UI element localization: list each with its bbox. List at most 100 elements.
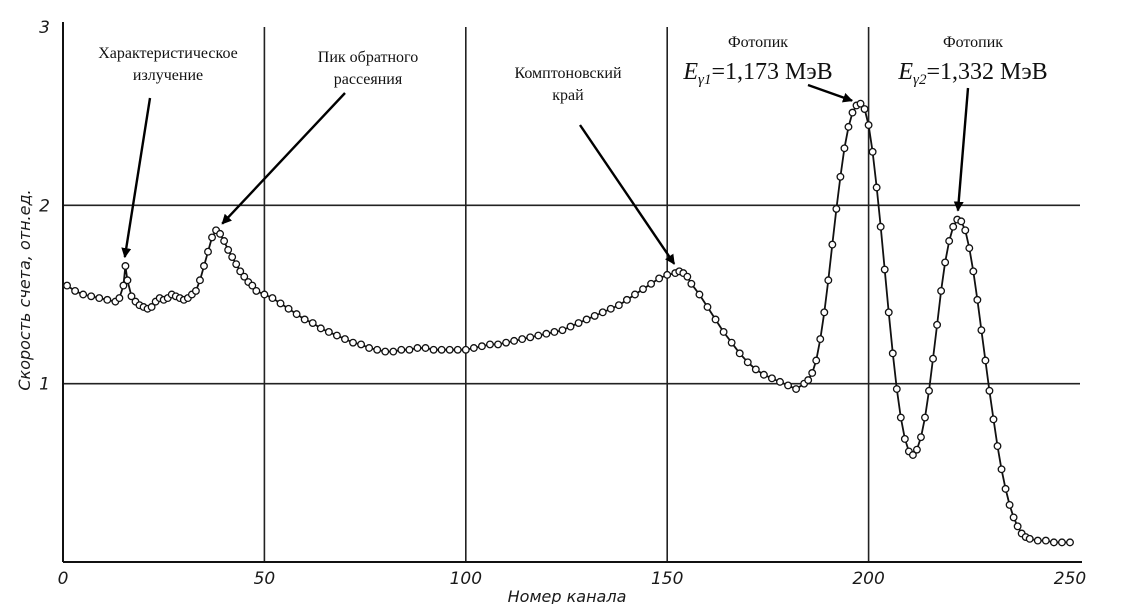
data-point-10 xyxy=(123,276,132,285)
data-curve xyxy=(66,102,1070,544)
data-point-43 xyxy=(260,290,269,299)
data-point-100 xyxy=(703,303,712,311)
data-point-33 xyxy=(216,229,225,238)
data-point-46 xyxy=(284,304,293,313)
data-point-102 xyxy=(719,328,728,336)
data-point-173 xyxy=(1066,538,1074,547)
data-point-62 xyxy=(413,344,422,352)
data-point-93 xyxy=(663,270,672,279)
data-point-53 xyxy=(341,335,349,344)
data-point-63 xyxy=(421,344,430,352)
data-point-0 xyxy=(63,281,71,290)
data-point-160 xyxy=(993,442,1002,451)
data-point-137 xyxy=(900,435,909,443)
annotation-4-energy: Eγ1=1,173 МэВ xyxy=(682,59,832,88)
y-tick-label-2: 2 xyxy=(39,196,50,216)
data-points xyxy=(63,99,1074,547)
x-axis-title: Номер канала xyxy=(508,587,627,604)
annotation-3-arrow xyxy=(579,124,676,265)
annotation-4-text-1: Фотопик xyxy=(728,34,788,51)
x-tick-label-150: 150 xyxy=(651,569,683,589)
data-point-171 xyxy=(1049,538,1058,547)
annotation-3: Комптоновский край xyxy=(514,65,676,265)
data-point-108 xyxy=(767,374,776,383)
data-point-118 xyxy=(824,276,833,285)
data-point-119 xyxy=(828,240,837,249)
data-point-74 xyxy=(510,336,519,345)
data-point-35 xyxy=(224,245,233,254)
data-point-2 xyxy=(79,290,88,299)
data-point-47 xyxy=(292,310,301,319)
data-point-151 xyxy=(957,217,966,226)
annotation-1-text-1: Характеристическое xyxy=(98,45,238,62)
data-point-98 xyxy=(687,279,696,288)
x-tick-label-0: 0 xyxy=(58,569,69,589)
data-point-52 xyxy=(332,331,341,340)
data-point-31 xyxy=(208,233,216,242)
data-point-37 xyxy=(232,260,241,269)
data-point-55 xyxy=(357,340,366,349)
data-point-152 xyxy=(961,226,970,235)
data-point-61 xyxy=(405,345,414,354)
data-point-134 xyxy=(888,349,897,358)
data-point-86 xyxy=(606,304,615,313)
data-point-116 xyxy=(816,335,825,344)
data-point-103 xyxy=(727,338,736,347)
data-point-144 xyxy=(929,354,937,363)
series-line xyxy=(66,102,1070,544)
data-point-101 xyxy=(711,315,720,324)
data-point-76 xyxy=(526,333,535,342)
data-point-129 xyxy=(868,147,877,156)
data-point-71 xyxy=(486,340,494,349)
data-point-57 xyxy=(373,345,382,354)
data-point-113 xyxy=(804,376,813,385)
data-point-48 xyxy=(300,315,309,324)
data-point-155 xyxy=(973,295,982,304)
data-point-124 xyxy=(848,108,857,117)
data-point-3 xyxy=(87,292,96,301)
data-point-89 xyxy=(631,290,639,299)
data-point-70 xyxy=(477,342,486,351)
data-point-147 xyxy=(941,258,950,267)
annotation-2-arrow xyxy=(221,92,346,225)
data-point-126 xyxy=(856,99,865,108)
data-point-8 xyxy=(119,281,128,290)
data-point-139 xyxy=(908,451,917,459)
annotation-1: Характеристическое излучение xyxy=(98,45,238,259)
data-point-110 xyxy=(784,381,792,390)
data-point-87 xyxy=(614,301,623,310)
data-point-42 xyxy=(252,286,261,295)
data-point-41 xyxy=(248,281,257,290)
data-point-149 xyxy=(949,222,958,231)
data-point-122 xyxy=(840,144,849,153)
data-point-156 xyxy=(977,326,986,335)
data-point-104 xyxy=(735,349,744,358)
data-point-142 xyxy=(921,413,929,422)
annotation-1-text-2: излучение xyxy=(133,67,203,84)
data-point-107 xyxy=(759,370,768,379)
data-point-77 xyxy=(534,331,543,340)
x-tick-label-100: 100 xyxy=(450,569,482,589)
data-point-169 xyxy=(1033,536,1042,545)
x-tick-label-250: 250 xyxy=(1054,569,1086,589)
data-point-65 xyxy=(437,345,446,354)
data-point-140 xyxy=(912,445,921,454)
data-point-170 xyxy=(1041,536,1050,545)
annotation-1-arrow xyxy=(121,97,152,259)
data-point-83 xyxy=(582,315,591,324)
data-point-5 xyxy=(103,295,112,304)
data-point-1 xyxy=(71,286,80,295)
data-point-131 xyxy=(876,222,885,231)
data-point-49 xyxy=(308,319,317,327)
data-point-157 xyxy=(981,356,990,365)
data-point-51 xyxy=(324,328,333,336)
data-point-109 xyxy=(776,377,784,386)
y-tick-label-3: 3 xyxy=(39,18,50,38)
data-point-136 xyxy=(896,413,905,422)
y-tick-label-1: 1 xyxy=(39,375,50,395)
annotations: Характеристическое излучение Пик обратного… xyxy=(98,34,1048,265)
data-point-115 xyxy=(812,356,821,365)
data-point-114 xyxy=(808,369,817,377)
data-point-123 xyxy=(844,122,853,131)
